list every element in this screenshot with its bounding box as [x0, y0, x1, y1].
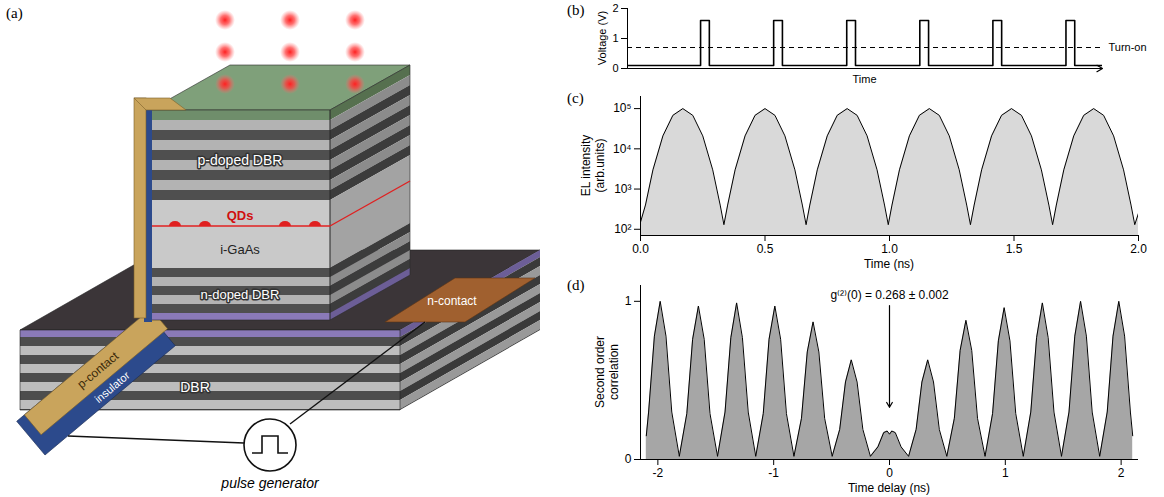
svg-text:Turn-on: Turn-on	[1109, 41, 1147, 53]
svg-text:p-contact: p-contact	[74, 349, 122, 392]
svg-text:1: 1	[612, 32, 618, 44]
svg-text:i-GaAs: i-GaAs	[220, 242, 260, 257]
svg-text:(b): (b)	[567, 2, 585, 19]
svg-text:EL intensity: EL intensity	[579, 135, 593, 197]
svg-text:(a): (a)	[6, 5, 23, 22]
svg-text:10²: 10²	[614, 222, 631, 236]
svg-text:correlation: correlation	[607, 344, 621, 400]
svg-text:pulse generator: pulse generator	[220, 475, 320, 491]
svg-text:0: 0	[886, 466, 893, 480]
svg-text:-2: -2	[653, 466, 664, 480]
svg-text:1: 1	[1002, 466, 1009, 480]
svg-text:(d): (d)	[567, 277, 585, 294]
svg-text:Time delay (ns): Time delay (ns)	[848, 481, 930, 495]
svg-text:1.5: 1.5	[1006, 242, 1023, 256]
svg-text:1: 1	[625, 294, 632, 308]
svg-text:2: 2	[1118, 466, 1125, 480]
svg-text:p-doped DBR: p-doped DBR	[198, 152, 283, 168]
svg-text:n-doped DBR: n-doped DBR	[201, 287, 280, 302]
svg-text:insulator: insulator	[92, 369, 132, 405]
svg-text:0: 0	[612, 62, 618, 74]
svg-text:1.0: 1.0	[881, 242, 898, 256]
svg-text:2.0: 2.0	[1130, 242, 1147, 256]
svg-text:DBR: DBR	[180, 379, 210, 395]
svg-text:0: 0	[625, 452, 632, 466]
svg-text:g⁽²⁾(0) = 0.268 ± 0.002: g⁽²⁾(0) = 0.268 ± 0.002	[830, 288, 949, 302]
svg-text:0.0: 0.0	[632, 242, 649, 256]
svg-text:10⁵: 10⁵	[613, 101, 631, 115]
svg-text:QDs: QDs	[227, 208, 254, 223]
svg-text:n-contact: n-contact	[427, 294, 477, 308]
svg-text:(c): (c)	[567, 90, 584, 107]
svg-text:0.5: 0.5	[757, 242, 774, 256]
svg-text:(arb.units): (arb.units)	[593, 138, 607, 192]
svg-text:2: 2	[612, 2, 618, 14]
svg-text:10³: 10³	[614, 182, 631, 196]
svg-text:Voltage (V): Voltage (V)	[596, 11, 608, 65]
svg-text:Time (ns): Time (ns)	[864, 257, 914, 271]
svg-text:Time: Time	[852, 73, 876, 85]
svg-text:Second order: Second order	[593, 336, 607, 408]
svg-text:-1: -1	[768, 466, 779, 480]
svg-text:10⁴: 10⁴	[613, 142, 632, 156]
